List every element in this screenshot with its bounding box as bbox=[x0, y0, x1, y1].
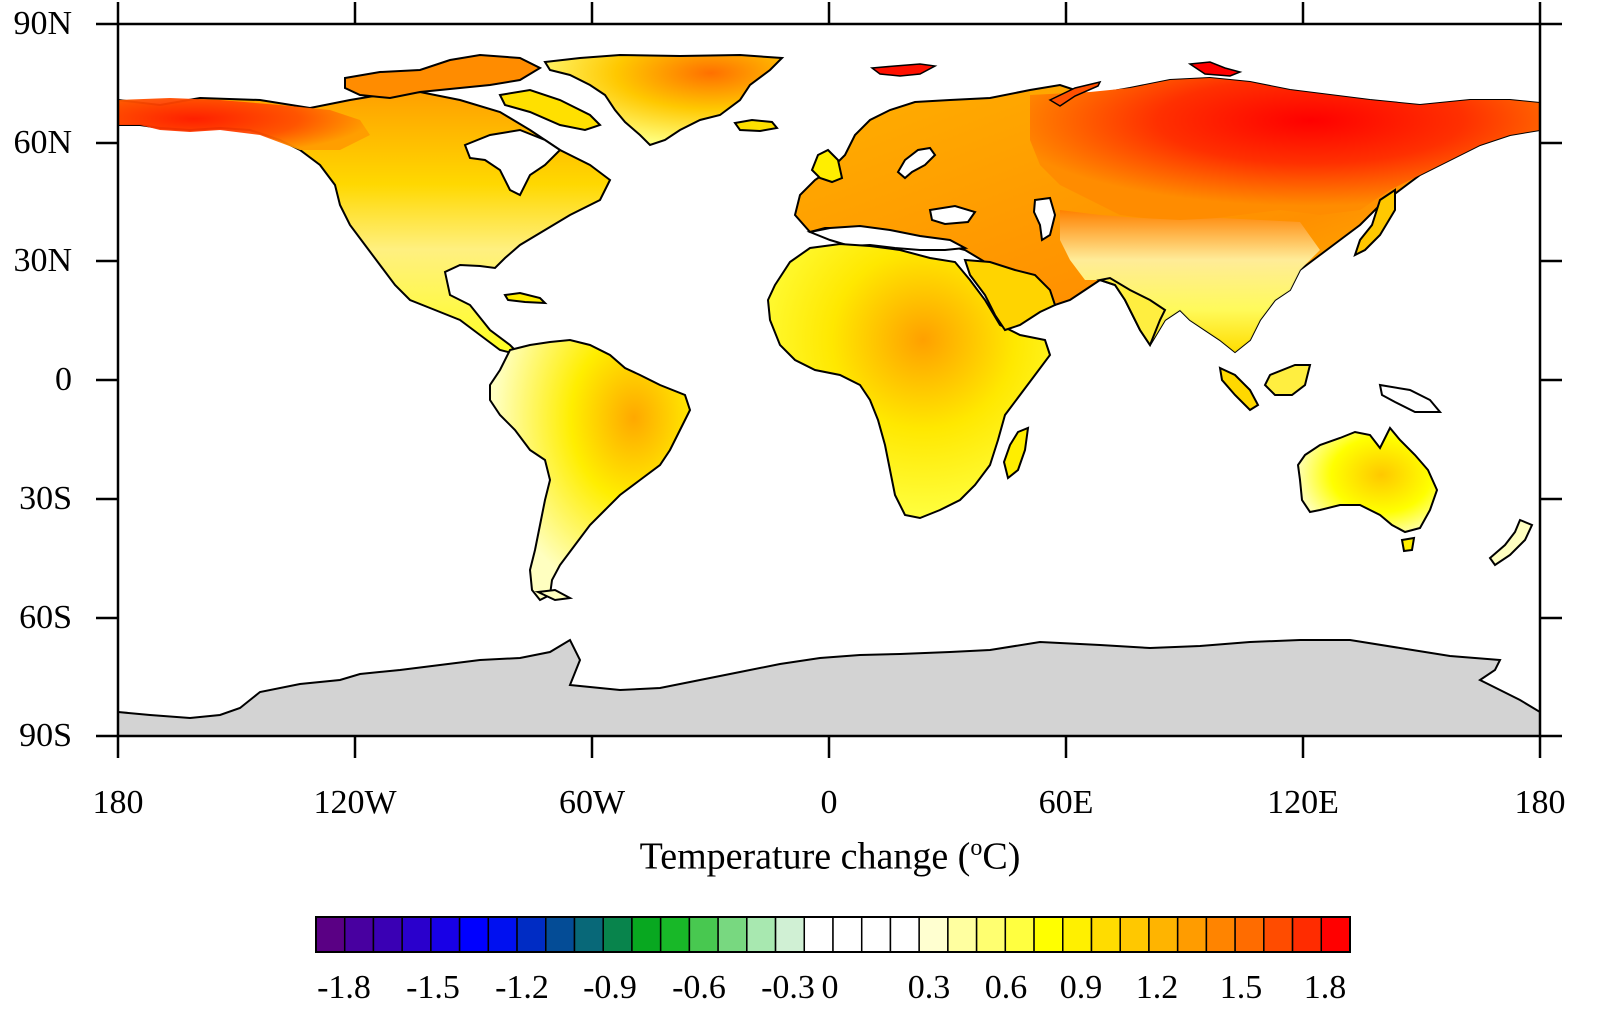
colorbar-box bbox=[717, 916, 748, 953]
y-tick-label: 0 bbox=[55, 361, 72, 398]
colorbar-outline bbox=[315, 916, 1351, 953]
x-axis-title: Temperature change (oC) bbox=[639, 835, 1021, 878]
colorbar-box bbox=[659, 916, 691, 953]
colorbar-box bbox=[1234, 916, 1265, 953]
colorbar-box bbox=[746, 916, 777, 953]
y-tick-label: 30S bbox=[19, 480, 72, 517]
antarctica-no-data bbox=[118, 638, 1540, 736]
colorbar-box bbox=[947, 916, 978, 953]
black-sea bbox=[928, 204, 977, 226]
colorbar-label: 0.6 bbox=[984, 969, 1028, 1006]
sumatra bbox=[1218, 366, 1260, 412]
indian-subcontinent bbox=[1096, 276, 1167, 348]
colorbar-box bbox=[1205, 916, 1236, 953]
colorbar-box bbox=[688, 916, 719, 953]
svalbard bbox=[869, 63, 938, 77]
colorbar-box bbox=[430, 916, 461, 953]
colorbar-label: 0.3 bbox=[907, 969, 951, 1006]
colorbar-box bbox=[458, 916, 490, 953]
colorbar-label: -0.3 bbox=[761, 969, 815, 1006]
colorbar-box bbox=[1176, 916, 1208, 953]
colorbar-label: 0 bbox=[821, 969, 839, 1006]
severnaya-zemlya bbox=[1187, 61, 1243, 77]
colorbar-box bbox=[803, 916, 834, 953]
colorbar-box bbox=[1119, 916, 1150, 953]
y-tick-label: 60S bbox=[19, 599, 72, 636]
colorbar-box bbox=[918, 916, 949, 953]
colorbar-box bbox=[1033, 916, 1064, 953]
arctic-archipelago bbox=[344, 53, 543, 100]
y-tick-label: 90S bbox=[19, 717, 72, 754]
alaska-warm-region bbox=[118, 98, 370, 150]
colorbar-box bbox=[602, 916, 633, 953]
colorbar-label: 0.9 bbox=[1059, 969, 1103, 1006]
colorbar-box bbox=[1090, 916, 1121, 953]
madagascar bbox=[1002, 426, 1030, 480]
novaya-zemlya bbox=[1048, 80, 1102, 107]
x-tick-label: 60W bbox=[558, 784, 626, 821]
colorbar bbox=[315, 916, 1351, 953]
colorbar-box bbox=[372, 916, 403, 953]
japan bbox=[1353, 188, 1396, 257]
caribbean-islands bbox=[503, 291, 548, 305]
borneo bbox=[1263, 364, 1312, 396]
x-tick-label: 0 bbox=[820, 784, 838, 821]
colorbar-label: 1.5 bbox=[1219, 969, 1263, 1006]
hudson-bay bbox=[463, 128, 562, 197]
colorbar-box bbox=[832, 916, 863, 953]
y-tick-label: 30N bbox=[13, 242, 72, 279]
british-isles bbox=[810, 148, 844, 184]
new-zealand bbox=[1488, 518, 1534, 567]
x-tick-label: 120E bbox=[1267, 784, 1339, 821]
iceland bbox=[733, 118, 779, 133]
colorbar-box bbox=[860, 916, 892, 953]
colorbar-box bbox=[1291, 916, 1323, 953]
colorbar-label: -1.5 bbox=[406, 969, 460, 1006]
colorbar-box bbox=[1062, 916, 1093, 953]
colorbar-box bbox=[1148, 916, 1179, 953]
colorbar-box bbox=[1263, 916, 1294, 953]
africa-landmass bbox=[766, 242, 1052, 520]
axis-ticks bbox=[96, 2, 1562, 758]
south-america-landmass bbox=[489, 338, 692, 602]
baltic-sea bbox=[896, 146, 937, 180]
colorbar-box bbox=[631, 916, 662, 953]
colorbar-box bbox=[545, 916, 576, 953]
colorbar-label: -0.9 bbox=[583, 969, 637, 1006]
colorbar-box bbox=[1004, 916, 1035, 953]
colorbar-box bbox=[516, 916, 547, 953]
colorbar-box bbox=[573, 916, 604, 953]
colorbar-box bbox=[343, 916, 375, 953]
colorbar-label: 1.8 bbox=[1303, 969, 1347, 1006]
colorbar-box bbox=[889, 916, 920, 953]
y-tick-label: 90N bbox=[13, 5, 72, 42]
colorbar-label: 1.2 bbox=[1135, 969, 1179, 1006]
map-data-layer bbox=[118, 53, 1540, 736]
new-guinea bbox=[1378, 383, 1443, 413]
x-tick-label: 60E bbox=[1038, 784, 1094, 821]
tasmania bbox=[1400, 536, 1416, 553]
x-tick-label: 180 bbox=[92, 784, 144, 821]
colorbar-box bbox=[975, 916, 1007, 953]
caspian-sea bbox=[1032, 196, 1057, 242]
colorbar-box bbox=[315, 916, 346, 953]
colorbar-box bbox=[487, 916, 518, 953]
colorbar-box bbox=[774, 916, 806, 953]
colorbar-label: -1.8 bbox=[317, 969, 371, 1006]
colorbar-label: -1.2 bbox=[495, 969, 549, 1006]
x-tick-label: 120W bbox=[313, 784, 397, 821]
arabian-peninsula bbox=[963, 258, 1057, 332]
baffin-island bbox=[498, 88, 602, 132]
colorbar-box bbox=[1320, 916, 1351, 953]
colorbar-box bbox=[401, 916, 432, 953]
colorbar-label: -0.6 bbox=[672, 969, 726, 1006]
south-asia-region bbox=[1060, 210, 1320, 352]
siberia-warm-region bbox=[1030, 78, 1540, 220]
y-tick-label: 60N bbox=[13, 124, 72, 161]
x-tick-label: 180 bbox=[1514, 784, 1566, 821]
australia-landmass bbox=[1296, 426, 1439, 534]
greenland bbox=[543, 53, 785, 147]
tierra-del-fuego bbox=[534, 588, 574, 602]
